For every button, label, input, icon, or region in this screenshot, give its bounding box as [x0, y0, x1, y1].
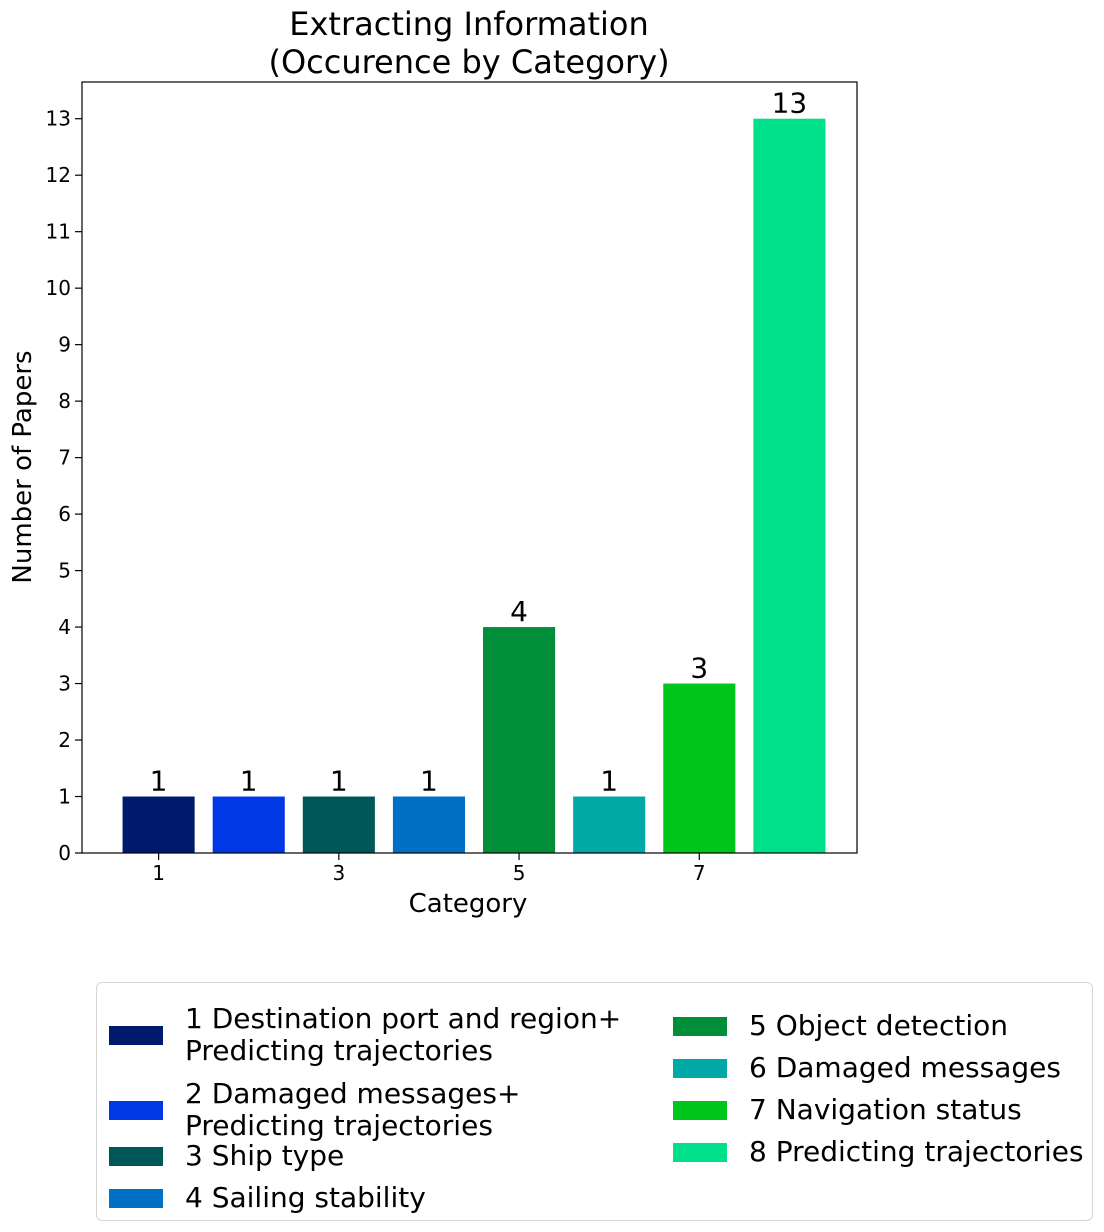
legend-entry-8: 8 Predicting trajectories: [673, 1136, 1084, 1168]
legend-label-6: 6 Damaged messages: [749, 1051, 1061, 1084]
legend-entry-3: 3 Ship type: [109, 1140, 344, 1172]
bar-value-label-7: 3: [690, 652, 708, 685]
y-tick-label-10: 10: [46, 276, 71, 300]
y-tick-label-11: 11: [46, 220, 71, 244]
bar-value-label-2: 1: [240, 765, 258, 798]
x-axis-ticks: 1 3 5 7: [152, 853, 706, 885]
bar-3: [302, 796, 375, 853]
legend-swatch-2: [109, 1100, 163, 1120]
legend-entry-2: 2 Damaged messages+ Predicting trajector…: [109, 1078, 520, 1142]
y-tick-label-8: 8: [58, 389, 71, 413]
legend-label-3: 3 Ship type: [185, 1139, 345, 1172]
bar-value-label-1: 1: [150, 765, 168, 798]
legend-entry-5: 5 Object detection: [673, 1010, 1008, 1042]
x-tick-label-1: 1: [152, 861, 165, 885]
y-tick-label-6: 6: [58, 502, 71, 526]
legend-entry-7: 7 Navigation status: [673, 1094, 1022, 1126]
bar-value-label-3: 1: [330, 765, 348, 798]
bar-7: [663, 683, 736, 853]
legend-swatch-1: [109, 1025, 163, 1045]
legend-label-5: 5 Object detection: [749, 1009, 1009, 1042]
legend-label-1: 1 Destination port and region+ Predictin…: [185, 1002, 622, 1067]
y-tick-label-13: 13: [46, 107, 71, 131]
legend-label-8: 8 Predicting trajectories: [749, 1135, 1084, 1168]
bar-value-label-4: 1: [420, 765, 438, 798]
bar-value-label-8: 13: [772, 87, 808, 120]
x-tick-label-5: 5: [513, 861, 526, 885]
bar-8: [753, 118, 826, 853]
bar-chart: Extracting Information (Occurence by Cat…: [8, 5, 858, 919]
bar-2: [212, 796, 285, 853]
legend-label-4: 4 Sailing stability: [185, 1181, 426, 1214]
y-tick-label-5: 5: [58, 559, 71, 583]
legend-entry-1: 1 Destination port and region+ Predictin…: [109, 1003, 621, 1067]
y-tick-label-12: 12: [46, 163, 71, 187]
y-tick-label-9: 9: [58, 333, 71, 357]
x-tick-label-7: 7: [693, 861, 706, 885]
bar-6: [573, 796, 646, 853]
x-axis-label: Category: [409, 889, 528, 919]
plot-frame: [81, 81, 858, 854]
legend-swatch-8: [673, 1142, 727, 1162]
chart-title-line-2: (Occurence by Category): [268, 43, 669, 81]
legend-swatch-6: [673, 1058, 727, 1078]
y-tick-label-2: 2: [58, 728, 71, 752]
bar-1: [122, 796, 195, 853]
bar-value-label-5: 4: [510, 595, 528, 628]
y-tick-label-0: 0: [58, 841, 71, 865]
legend-swatch-5: [673, 1016, 727, 1036]
legend-entry-4: 4 Sailing stability: [109, 1182, 426, 1214]
bar-4: [392, 796, 465, 853]
y-tick-label-1: 1: [58, 785, 71, 809]
x-tick-label-3: 3: [332, 861, 345, 885]
chart-legend: 1 Destination port and region+ Predictin…: [96, 982, 1093, 1221]
y-axis-label: Number of Papers: [8, 350, 38, 583]
y-tick-label-4: 4: [58, 615, 71, 639]
y-tick-label-7: 7: [58, 446, 71, 470]
chart-title-line-1: Extracting Information: [289, 5, 649, 43]
legend-label-2: 2 Damaged messages+ Predicting trajector…: [185, 1077, 521, 1142]
legend-swatch-4: [109, 1188, 163, 1208]
legend-entry-6: 6 Damaged messages: [673, 1052, 1061, 1084]
bar-value-label-6: 1: [600, 765, 618, 798]
y-tick-label-3: 3: [58, 672, 71, 696]
bar-5: [483, 627, 556, 853]
legend-swatch-3: [109, 1146, 163, 1166]
legend-label-7: 7 Navigation status: [749, 1093, 1022, 1126]
bars-group: [122, 118, 826, 853]
legend-swatch-7: [673, 1100, 727, 1120]
